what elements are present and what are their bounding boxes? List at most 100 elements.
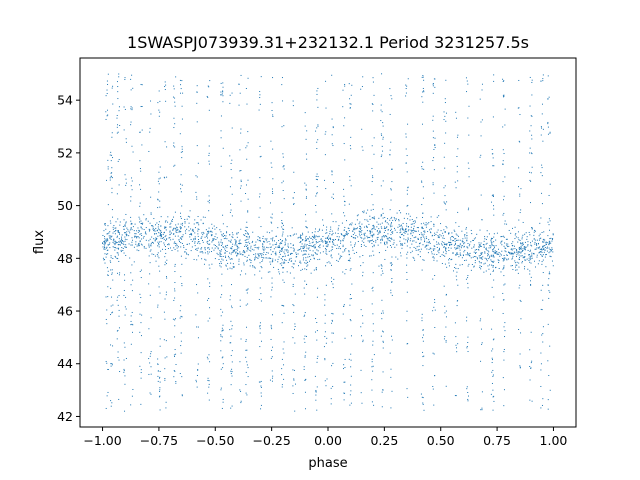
data-point [524, 249, 526, 251]
data-point [130, 227, 132, 229]
data-point [132, 239, 134, 241]
data-point [221, 258, 223, 260]
data-point [390, 189, 392, 191]
data-point [321, 239, 323, 241]
data-point [175, 380, 177, 382]
data-point [525, 259, 527, 261]
data-point [139, 218, 141, 220]
data-point [123, 219, 125, 221]
data-point [246, 349, 248, 351]
data-point [340, 242, 342, 244]
data-point [190, 232, 192, 234]
data-point [227, 262, 229, 264]
data-point [107, 249, 109, 251]
data-point [155, 260, 157, 262]
data-point [406, 223, 408, 225]
data-point [328, 239, 330, 241]
data-point [503, 212, 505, 214]
data-point [391, 278, 393, 280]
data-point [486, 249, 488, 251]
data-point [394, 229, 396, 231]
data-point [313, 244, 315, 246]
data-point [281, 242, 283, 244]
data-point [261, 340, 263, 342]
data-point [506, 258, 508, 260]
data-point [381, 134, 383, 136]
data-point [406, 253, 408, 255]
data-point [332, 287, 334, 289]
data-point [461, 241, 463, 243]
data-point [343, 229, 345, 231]
data-point [497, 248, 499, 250]
data-point [342, 271, 344, 273]
data-point [243, 264, 245, 266]
data-point [516, 249, 518, 251]
data-point [281, 211, 283, 213]
data-point [438, 248, 440, 250]
data-point [432, 184, 434, 186]
data-point [322, 245, 324, 247]
data-point [380, 120, 382, 122]
data-point [231, 268, 233, 270]
data-point [260, 380, 262, 382]
data-point [530, 244, 532, 246]
data-point [512, 248, 514, 250]
data-point [343, 236, 345, 238]
data-point [505, 238, 507, 240]
data-point [160, 225, 162, 227]
data-point [220, 335, 222, 337]
data-point [107, 391, 109, 393]
data-point [474, 237, 476, 239]
data-point [318, 235, 320, 237]
data-point [308, 245, 310, 247]
data-point [353, 228, 355, 230]
data-point [305, 138, 307, 140]
data-point [126, 234, 128, 236]
data-point [106, 253, 108, 255]
data-point [155, 227, 157, 229]
data-point [301, 268, 303, 270]
data-point [123, 368, 125, 370]
data-point [221, 329, 223, 331]
data-point [337, 260, 339, 262]
data-point [270, 357, 272, 359]
data-point [293, 311, 295, 313]
data-point [520, 332, 522, 334]
data-point [391, 281, 393, 283]
data-point [371, 194, 373, 196]
data-point [252, 265, 254, 267]
data-point [480, 409, 482, 411]
data-point [549, 249, 551, 251]
data-point [344, 337, 346, 339]
data-point [185, 232, 187, 234]
data-point [439, 255, 441, 257]
data-point [373, 354, 375, 356]
data-point [304, 268, 306, 270]
data-point [390, 217, 392, 219]
data-point [405, 239, 407, 241]
data-point [283, 364, 285, 366]
data-point [282, 305, 284, 307]
data-point [441, 262, 443, 264]
data-point [337, 229, 339, 231]
data-point [369, 236, 371, 238]
data-point [272, 116, 274, 118]
data-point [120, 251, 122, 253]
data-point [493, 260, 495, 262]
data-point [221, 242, 223, 244]
data-point [231, 350, 233, 352]
data-point [446, 227, 448, 229]
data-point [493, 250, 495, 252]
data-point [140, 243, 142, 245]
data-point [433, 257, 435, 259]
data-point [294, 342, 296, 344]
data-point [315, 204, 317, 206]
data-point [443, 246, 445, 248]
x-tick-label: 0.75 [483, 433, 511, 448]
data-point [502, 78, 504, 80]
data-point [492, 195, 494, 197]
data-point [486, 260, 488, 262]
data-point [209, 361, 211, 363]
data-point [148, 373, 150, 375]
data-point [262, 245, 264, 247]
